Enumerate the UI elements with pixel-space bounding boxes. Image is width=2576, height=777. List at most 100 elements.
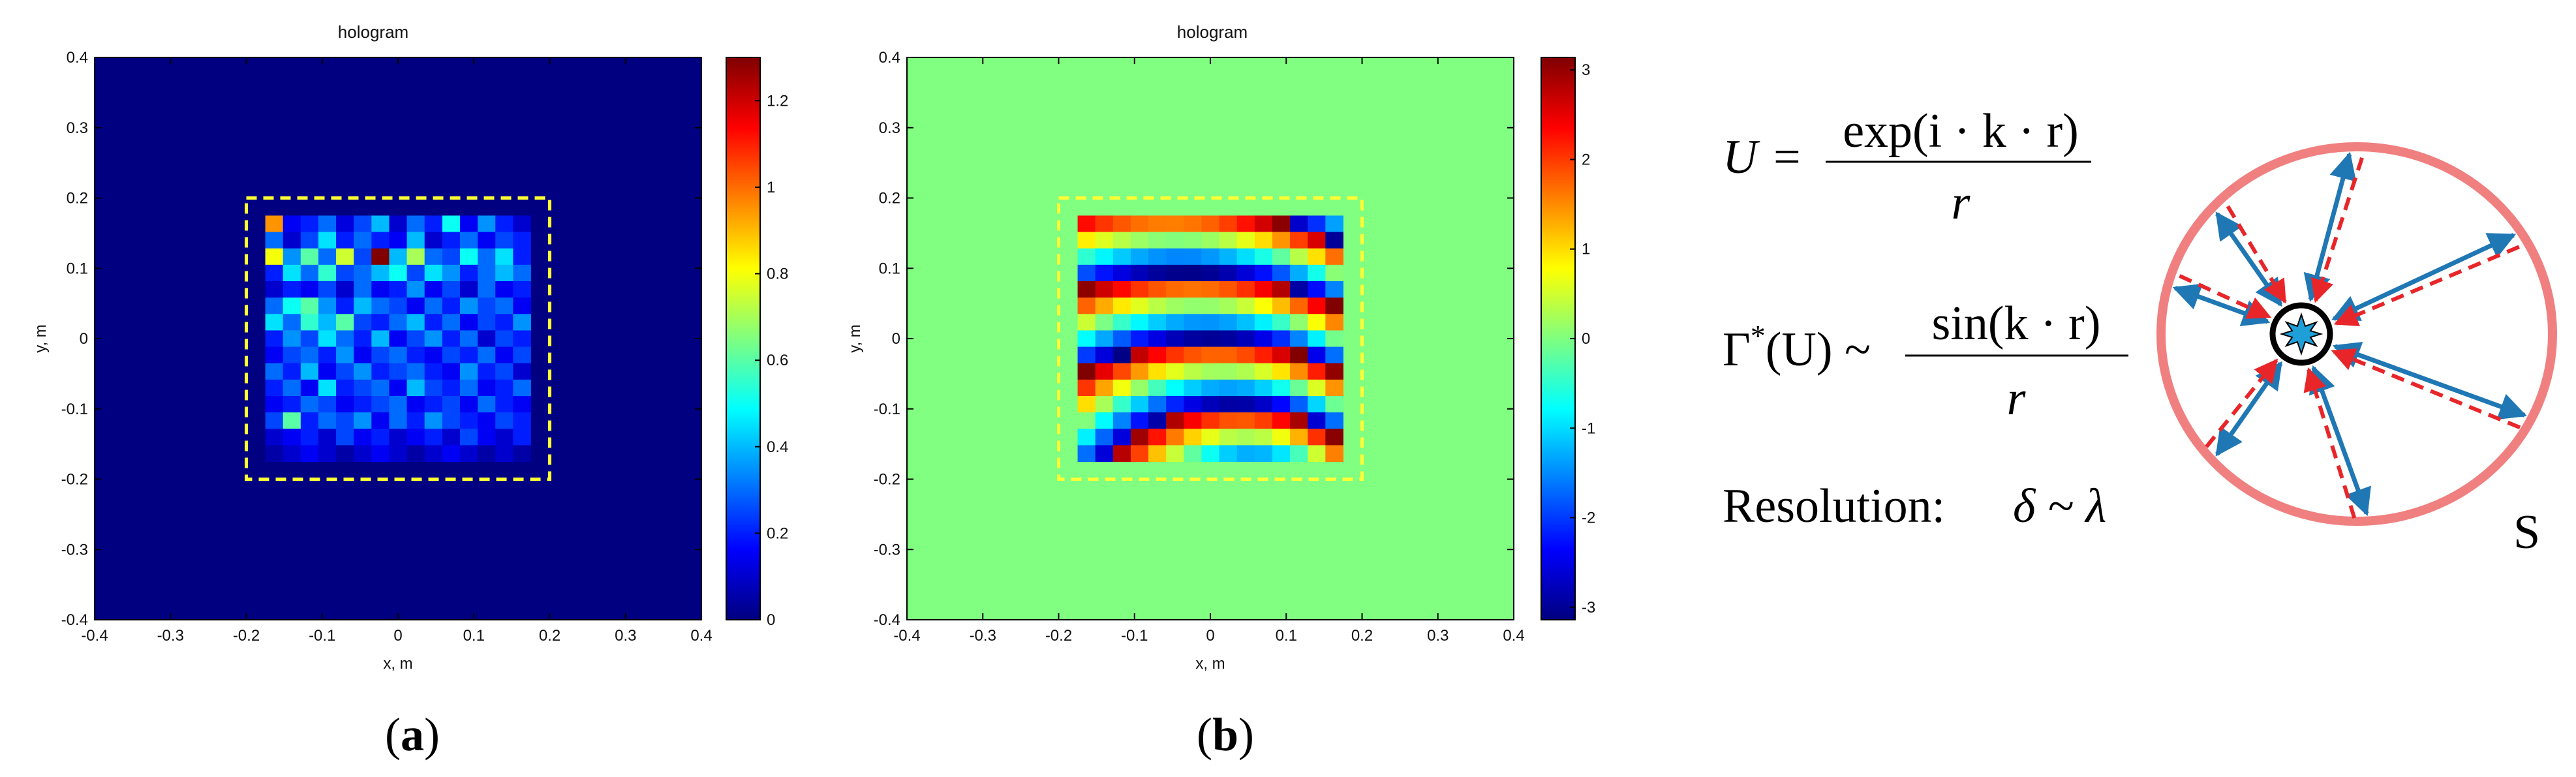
heatmap-cell (283, 363, 301, 380)
equation-gamma: Γ*(U) ~ sin(k · r) r (1723, 297, 2128, 425)
heatmap-cell (495, 379, 514, 397)
y-tick-label: 0 (80, 330, 88, 348)
heatmap-cell (459, 264, 478, 282)
heatmap-cell (459, 429, 478, 446)
y-tick-label: -0.3 (61, 541, 88, 558)
colorbar-tick-label: -3 (1582, 599, 1595, 617)
heatmap-cell (371, 215, 390, 233)
panel-b-heatmap: hologram -0.4 -0.3 -0.2 -0.1 0 0.1 0.2 0.3 0.4 0.… (846, 22, 1595, 761)
x-tick-label: 0.4 (1503, 627, 1524, 645)
heatmap-cell (1308, 445, 1326, 463)
heatmap-cell (1236, 248, 1255, 266)
heatmap-cell (1219, 330, 1238, 348)
eq2-lhs: Γ*(U) ~ (1723, 319, 1871, 376)
outgoing-ray-arrow (2332, 342, 2527, 420)
heatmap-cell (1077, 264, 1096, 282)
heatmap-cell (406, 395, 425, 413)
heatmap-cell (1236, 395, 1255, 413)
heatmap-cell (318, 314, 337, 331)
heatmap-cell (1254, 363, 1273, 380)
heatmap-cell (1077, 297, 1096, 314)
eq1-equals: = (1773, 130, 1801, 184)
outgoing-ray-arrow (2331, 233, 2517, 321)
heatmap-cell (495, 264, 514, 282)
heatmap-cell (1290, 412, 1308, 429)
heatmap-cell (1095, 429, 1114, 446)
heatmap-cell (1290, 215, 1308, 233)
heatmap-cell (513, 395, 531, 413)
heatmap-cell (1095, 314, 1114, 331)
heatmap-cell (1201, 248, 1220, 266)
caption-a: (a) (385, 708, 440, 761)
heatmap-cell (495, 314, 514, 331)
heatmap-cell (1095, 215, 1114, 233)
heatmap-cell (300, 297, 319, 314)
heatmap-cell (1148, 363, 1167, 380)
panel-b-ticks: -0.4 -0.3 -0.2 -0.1 0 0.1 0.2 0.3 0.4 0.4 0.3 0.2 0.… (874, 49, 1525, 645)
heatmap-cell (513, 346, 531, 364)
panel-a-xlabel: x, m (383, 655, 412, 673)
x-tick-label: 0 (393, 627, 402, 645)
eq1-lhs: U (1723, 130, 1760, 184)
x-tick-label: -0.4 (81, 627, 108, 645)
heatmap-cell (478, 281, 496, 298)
heatmap-cell (389, 215, 408, 233)
heatmap-cell (478, 248, 496, 266)
heatmap-cell (1077, 248, 1096, 266)
x-tick-label: 0.3 (615, 627, 636, 645)
heatmap-cell (1112, 232, 1131, 249)
heatmap-cell (389, 264, 408, 282)
colorbar-tick-label: 2 (1582, 151, 1590, 168)
heatmap-cell (1077, 429, 1096, 446)
heatmap-cell (1219, 379, 1238, 397)
heatmap-cell (336, 215, 354, 233)
heatmap-cell (442, 395, 461, 413)
heatmap-cell (459, 363, 478, 380)
heatmap-cell (300, 215, 319, 233)
x-tick-label: 0.1 (463, 627, 485, 645)
heatmap-cell (1077, 379, 1096, 397)
heatmap-cell (265, 297, 284, 314)
heatmap-cell (406, 330, 425, 348)
heatmap-cell (513, 264, 531, 282)
y-tick-label: -0.4 (874, 611, 900, 629)
heatmap-cell (1201, 232, 1220, 249)
heatmap-cell (336, 429, 354, 446)
heatmap-cell (424, 248, 443, 266)
heatmap-cell (265, 363, 284, 380)
heatmap-cell (1290, 395, 1308, 413)
heatmap-cell (318, 445, 337, 463)
heatmap-cell (1290, 363, 1308, 380)
heatmap-cell (406, 297, 425, 314)
panel-a-title: hologram (338, 22, 408, 42)
heatmap-cell (406, 379, 425, 397)
heatmap-cell (1201, 379, 1220, 397)
heatmap-cell (406, 445, 425, 463)
heatmap-cell (459, 379, 478, 397)
heatmap-cell (513, 363, 531, 380)
heatmap-cell (354, 363, 372, 380)
x-tick-label: 0.1 (1276, 627, 1297, 645)
heatmap-cell (495, 412, 514, 429)
heatmap-cell (513, 248, 531, 266)
heatmap-cell (495, 395, 514, 413)
heatmap-cell (1184, 379, 1202, 397)
heatmap-cell (389, 363, 408, 380)
dashed-region-box (1057, 196, 1364, 481)
heatmap-cell (318, 215, 337, 233)
heatmap-cell (1308, 281, 1326, 298)
eq1-numerator: exp(i · k · r) (1843, 104, 2079, 158)
heatmap-cell (442, 215, 461, 233)
heatmap-cell (1095, 412, 1114, 429)
heatmap-cell (1308, 363, 1326, 380)
heatmap-cell (1201, 281, 1220, 298)
heatmap-cell (354, 281, 372, 298)
heatmap-cell (1308, 379, 1326, 397)
heatmap-cell (265, 330, 284, 348)
heatmap-cell (318, 395, 337, 413)
heatmap-cell (406, 264, 425, 282)
heatmap-cell (283, 412, 301, 429)
heatmap-cell (336, 412, 354, 429)
heatmap-cell (1130, 445, 1149, 463)
heatmap-cell (389, 248, 408, 266)
